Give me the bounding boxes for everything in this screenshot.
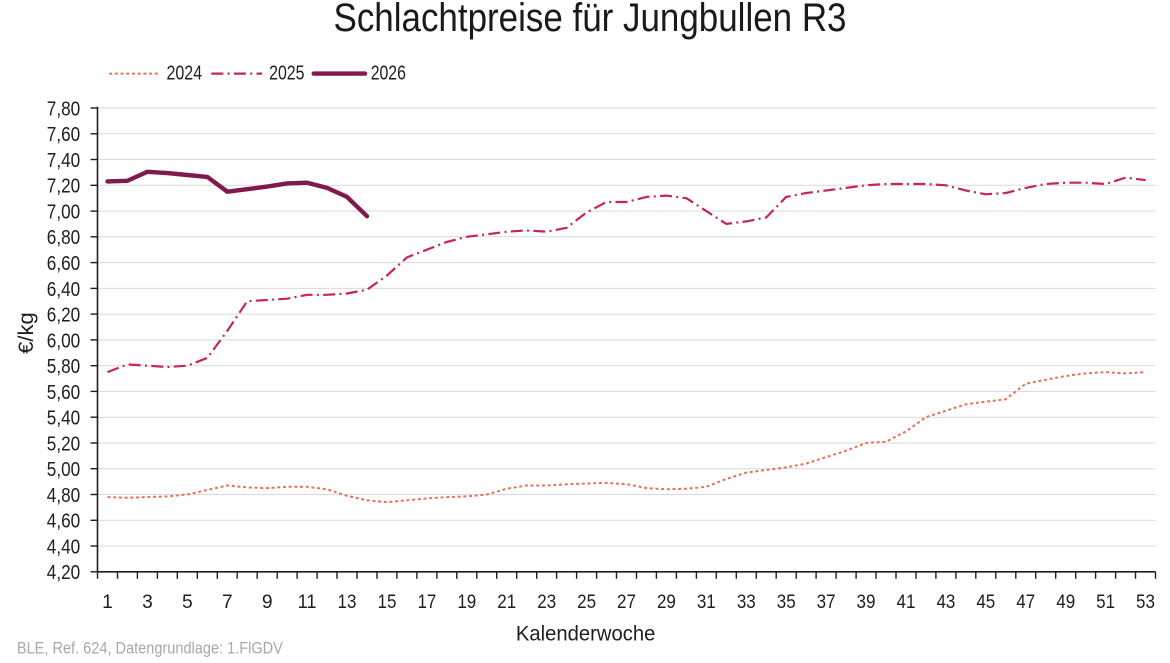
svg-text:29: 29 — [657, 592, 676, 613]
svg-text:13: 13 — [338, 592, 357, 613]
svg-text:7: 7 — [222, 592, 233, 613]
svg-text:31: 31 — [697, 592, 716, 613]
svg-text:2024: 2024 — [167, 63, 203, 85]
svg-text:15: 15 — [378, 592, 397, 613]
svg-text:41: 41 — [897, 592, 916, 613]
svg-text:6,20: 6,20 — [47, 304, 80, 327]
svg-text:51: 51 — [1096, 592, 1115, 613]
svg-text:23: 23 — [537, 592, 556, 613]
svg-text:4,60: 4,60 — [47, 510, 80, 533]
svg-text:Schlachtpreise für Jungbullen: Schlachtpreise für Jungbullen R3 — [334, 0, 847, 40]
svg-text:49: 49 — [1056, 592, 1075, 613]
svg-text:21: 21 — [497, 592, 516, 613]
svg-text:1: 1 — [102, 592, 113, 613]
svg-text:6,00: 6,00 — [47, 329, 80, 352]
svg-text:7,60: 7,60 — [47, 123, 80, 146]
svg-text:35: 35 — [777, 592, 796, 613]
svg-text:7,40: 7,40 — [47, 149, 80, 172]
svg-text:17: 17 — [417, 592, 436, 613]
svg-text:5,40: 5,40 — [47, 407, 80, 430]
svg-text:7,80: 7,80 — [47, 97, 80, 120]
svg-text:BLE, Ref. 624, Datengrundlage:: BLE, Ref. 624, Datengrundlage: 1.FlGDV — [17, 638, 284, 657]
svg-text:7,00: 7,00 — [47, 201, 80, 224]
svg-text:11: 11 — [298, 592, 317, 613]
svg-text:6,40: 6,40 — [47, 278, 80, 301]
svg-text:5,80: 5,80 — [47, 355, 80, 378]
svg-text:€/kg: €/kg — [13, 312, 38, 354]
svg-text:25: 25 — [577, 592, 596, 613]
svg-text:9: 9 — [262, 592, 273, 613]
svg-text:5,20: 5,20 — [47, 432, 80, 455]
svg-text:33: 33 — [737, 592, 756, 613]
svg-text:19: 19 — [457, 592, 476, 613]
svg-text:43: 43 — [936, 592, 955, 613]
svg-text:47: 47 — [1016, 592, 1035, 613]
svg-text:5,00: 5,00 — [47, 458, 80, 481]
svg-text:6,80: 6,80 — [47, 226, 80, 249]
svg-text:5,60: 5,60 — [47, 381, 80, 404]
svg-text:2025: 2025 — [269, 63, 304, 85]
svg-text:27: 27 — [617, 592, 636, 613]
svg-text:3: 3 — [142, 592, 153, 613]
svg-text:4,80: 4,80 — [47, 484, 80, 507]
svg-text:7,20: 7,20 — [47, 175, 80, 198]
svg-text:Kalenderwoche: Kalenderwoche — [516, 620, 656, 645]
svg-text:4,20: 4,20 — [47, 561, 80, 584]
svg-text:45: 45 — [976, 592, 995, 613]
svg-text:5: 5 — [182, 592, 193, 613]
svg-text:53: 53 — [1136, 592, 1155, 613]
svg-text:6,60: 6,60 — [47, 252, 80, 275]
svg-text:39: 39 — [857, 592, 876, 613]
svg-text:4,40: 4,40 — [47, 535, 80, 558]
svg-text:2026: 2026 — [371, 63, 406, 85]
svg-text:37: 37 — [817, 592, 836, 613]
